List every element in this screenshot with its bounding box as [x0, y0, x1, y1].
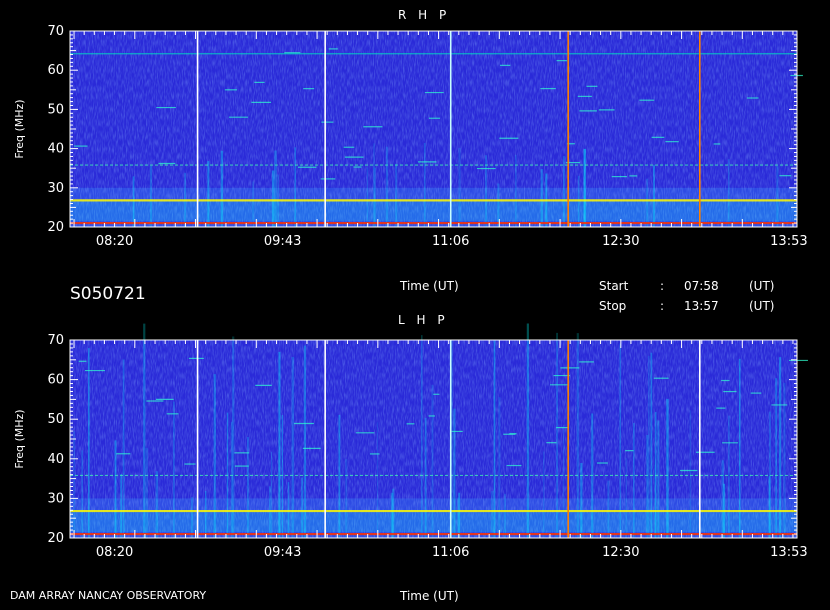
- stop-colon: :: [660, 299, 665, 313]
- observatory-label: DAM ARRAY NANCAY OBSERVATORY: [10, 589, 207, 602]
- emission-glow: [70, 512, 797, 533]
- lhp-title: L H P: [398, 313, 449, 327]
- rhp-title: R H P: [398, 8, 451, 22]
- x-tick-label: 08:20: [96, 234, 133, 249]
- y-tick-label: 70: [47, 333, 64, 348]
- x-tick-label: 13:53: [770, 234, 807, 249]
- y-tick-label: 20: [47, 220, 64, 235]
- y-tick-label: 60: [47, 63, 64, 78]
- y-tick-label: 40: [47, 142, 64, 157]
- x-tick-label: 08:20: [96, 545, 133, 560]
- y-tick-label: 60: [47, 373, 64, 388]
- y-tick-label: 30: [47, 181, 64, 196]
- stop-value: 13:57: [684, 299, 719, 313]
- x-tick-label: 09:43: [264, 545, 301, 560]
- stop-label: Stop: [599, 299, 627, 313]
- start-colon: :: [660, 279, 665, 293]
- y-axis-label: Freq (MHz): [13, 409, 26, 468]
- start-unit: (UT): [749, 279, 775, 293]
- rhp-spectrogram-panel: 20 30 40 50 60 70 Freq (MHz) 08:20 09:43 11:06 12:…: [13, 24, 808, 249]
- emission-glow: [70, 201, 797, 222]
- x-tick-label: 13:53: [770, 545, 807, 560]
- x-tick-label: 12:30: [602, 545, 639, 560]
- y-tick-label: 20: [47, 531, 64, 546]
- session-id: S050721: [70, 284, 146, 304]
- x-tick-label: 11:06: [432, 234, 469, 249]
- x-tick-label: 09:43: [264, 234, 301, 249]
- y-tick-label: 70: [47, 24, 64, 39]
- y-tick-label: 50: [47, 412, 64, 427]
- lhp-spectrogram-panel: 20 30 40 50 60 70 Freq (MHz) 08:20 09:43 11:06 12:…: [13, 323, 808, 560]
- rhp-xlabel: Time (UT): [400, 279, 459, 293]
- noise-texture: [70, 31, 797, 227]
- noise-texture: [70, 340, 797, 538]
- y-axis-label: Freq (MHz): [13, 99, 26, 158]
- start-value: 07:58: [684, 279, 719, 293]
- x-tick-label: 12:30: [602, 234, 639, 249]
- stop-unit: (UT): [749, 299, 775, 313]
- y-tick-label: 30: [47, 491, 64, 506]
- x-tick-label: 11:06: [432, 545, 469, 560]
- start-label: Start: [599, 279, 629, 293]
- y-tick-label: 50: [47, 102, 64, 117]
- lhp-xlabel: Time (UT): [400, 589, 459, 603]
- y-tick-label: 40: [47, 452, 64, 467]
